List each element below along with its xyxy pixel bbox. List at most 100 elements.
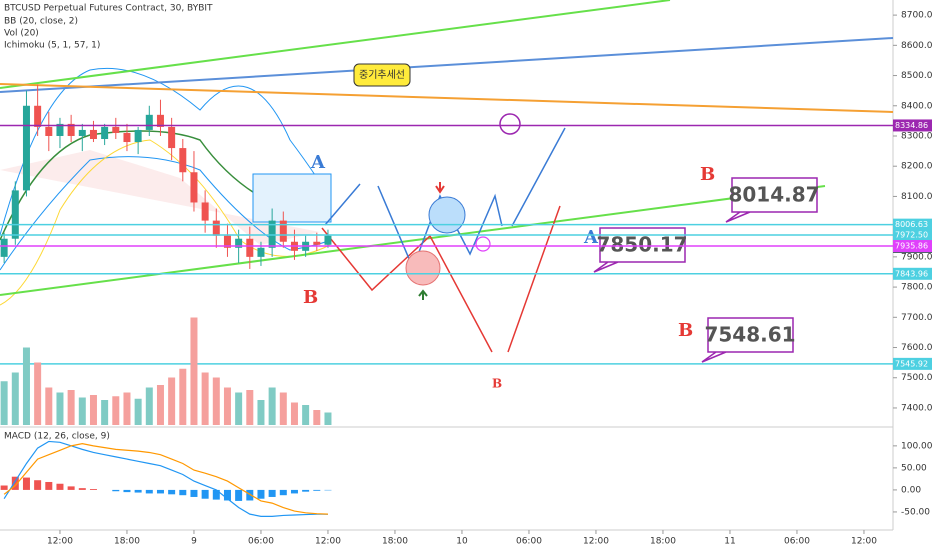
x-tick-label: 11	[724, 537, 735, 547]
y-tick-label: 8700.00	[901, 11, 932, 21]
volume-bar	[302, 405, 310, 425]
volume-bar	[212, 377, 220, 425]
marker-circle	[428, 196, 466, 234]
candle-body	[11, 190, 19, 239]
price-tag	[893, 228, 932, 241]
callout-text: 7548.61	[704, 323, 795, 347]
volume-bar	[290, 402, 298, 425]
candle-body	[201, 202, 209, 221]
annotation: B	[492, 377, 502, 391]
annotation: A	[583, 227, 599, 248]
y-tick-label: 8100.00	[901, 192, 932, 202]
candle-body	[324, 235, 332, 245]
macd-histogram	[67, 486, 75, 490]
volume-bar	[279, 392, 287, 425]
y-tick-label: 7700.00	[901, 313, 932, 323]
macd-histogram	[123, 489, 131, 493]
trendline	[0, 0, 671, 89]
candle-body	[123, 132, 131, 143]
price-tag	[893, 267, 932, 280]
y-tick-label: 8600.00	[901, 41, 932, 51]
trendline	[0, 83, 894, 113]
price-tag	[893, 119, 932, 132]
y-tick-label: -50.00	[901, 507, 930, 517]
volume-bar	[22, 347, 30, 425]
bb-upper	[0, 67, 331, 236]
y-tick-label: 50.00	[901, 463, 927, 473]
price-tag-label: 8334.86	[895, 121, 928, 130]
volume-bar	[78, 397, 86, 425]
trendline	[0, 185, 826, 296]
candle-body	[246, 238, 254, 257]
marker-circle	[405, 250, 441, 286]
candle-body	[179, 148, 187, 173]
candle-body	[112, 126, 120, 133]
candle-body	[56, 123, 64, 136]
macd-histogram	[89, 489, 97, 490]
volume-bar	[0, 381, 8, 425]
macd-histogram	[290, 489, 298, 494]
x-tick-label: 18:00	[650, 537, 676, 547]
candle-body	[279, 220, 287, 242]
macd-histogram	[45, 481, 53, 490]
volume-bar	[201, 372, 209, 425]
candle-body	[134, 129, 142, 143]
volume-bar	[11, 372, 19, 425]
x-tick-label: 10	[456, 537, 468, 547]
candle-body	[89, 129, 97, 140]
annotation: 중기추세선	[359, 69, 405, 81]
indicator-label: BB (20, close, 2)	[4, 17, 78, 27]
volume-bar	[101, 400, 109, 425]
macd-histogram	[201, 489, 209, 499]
macd-histogram	[179, 489, 187, 496]
volume-bar	[89, 395, 97, 425]
volume-bar	[56, 392, 64, 425]
icon	[418, 289, 428, 300]
annotation: B	[700, 164, 715, 185]
candle-body	[78, 129, 86, 136]
x-tick-label: 12:00	[315, 537, 341, 547]
macd-histogram	[190, 489, 198, 497]
callout-box	[725, 177, 818, 223]
macd-histogram	[156, 489, 164, 494]
candle-body	[45, 126, 53, 136]
price-tag	[893, 357, 932, 370]
macd-histogram	[11, 476, 19, 490]
volume-bar	[324, 412, 332, 425]
callout-box	[593, 227, 686, 273]
macd-line	[3, 443, 328, 515]
annotation: B	[303, 287, 318, 308]
y-tick-label: 8200.00	[901, 162, 932, 172]
emoji	[475, 236, 491, 252]
callout-text: 7850.17	[596, 233, 687, 257]
y-tick-label: 0.00	[901, 485, 921, 495]
volume-bar	[67, 390, 75, 425]
volume-bar	[246, 390, 254, 425]
volume-bar	[268, 387, 276, 425]
price-tag	[893, 218, 932, 231]
candle-body	[235, 238, 243, 248]
x-tick-label: 06:00	[784, 537, 810, 547]
x-tick-label: 18:00	[382, 537, 408, 547]
y-tick-label: 7600.00	[901, 343, 932, 353]
x-tick-label: 06:00	[248, 537, 274, 547]
price-tag-label: 7935.86	[895, 242, 928, 251]
macd-histogram	[112, 489, 120, 492]
y-tick-label: 8300.00	[901, 131, 932, 141]
volume-bar	[190, 317, 198, 425]
candle-body	[0, 238, 8, 257]
candle-body	[67, 123, 75, 136]
macd-histogram	[78, 488, 86, 490]
price-tag-label: 8006.63	[895, 220, 928, 229]
emoji	[499, 113, 521, 135]
volume-bar	[112, 396, 120, 425]
header-title: BTCUSD Perpetual Futures Contract, 30, B…	[4, 4, 213, 14]
x-tick-label: 18:00	[114, 537, 140, 547]
callout-box	[701, 317, 794, 363]
candle-body	[145, 114, 153, 130]
candle-body	[34, 105, 42, 127]
callout-text: 8014.87	[728, 183, 819, 207]
indicator-label: MACD (12, 26, close, 9)	[4, 432, 110, 442]
macd-histogram	[134, 489, 142, 493]
